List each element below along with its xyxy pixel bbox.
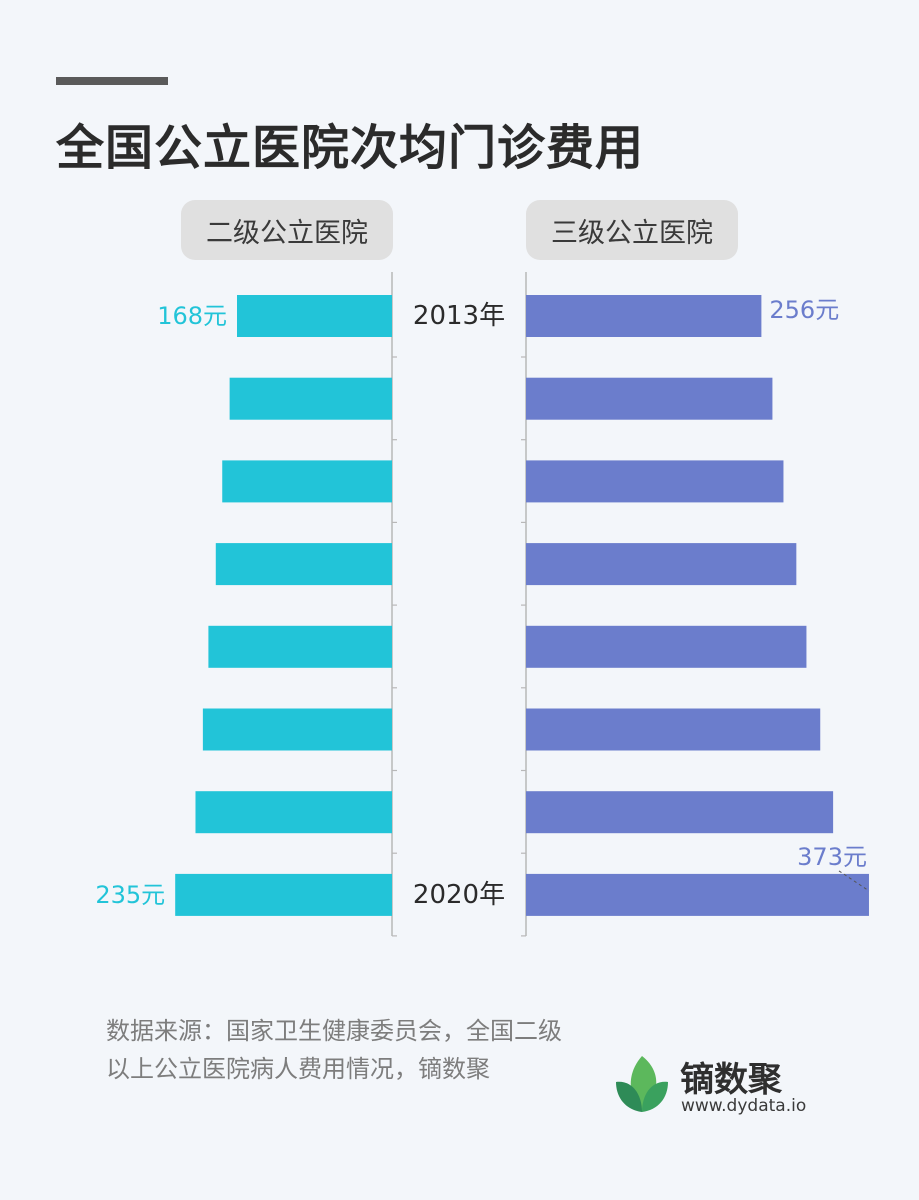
- bar-secondary-2019年: [195, 791, 392, 834]
- bar-secondary-2020年: [175, 873, 392, 916]
- page-title: 全国公立医院次均门诊费用: [56, 120, 645, 176]
- leaf-logo-icon: [616, 1056, 668, 1112]
- bar-secondary-2013年: [237, 295, 392, 337]
- legend-tertiary-hospital: 三级公立医院: [526, 200, 738, 260]
- source-note: 数据来源：国家卫生健康委员会，全国二级以上公立医院病人费用情况，镝数聚: [106, 1017, 562, 1083]
- brand-name: 镝数聚: [680, 1060, 782, 1100]
- accent-bar: [56, 77, 168, 85]
- value-label-secondary-2020年: 235元: [95, 881, 165, 909]
- bar-tertiary-2019年: [526, 791, 834, 834]
- bar-tertiary-2013年: [526, 295, 762, 337]
- year-label-2020年: 2020年: [413, 880, 505, 910]
- bar-tertiary-2016年: [526, 543, 797, 586]
- legend-secondary-hospital: 二级公立医院: [181, 200, 393, 260]
- value-label-tertiary-2020年: 373元: [797, 843, 867, 871]
- bar-tertiary-2017年: [526, 625, 807, 668]
- bar-secondary-2017年: [208, 625, 392, 668]
- bar-secondary-2014年: [229, 377, 392, 420]
- value-label-leader: [838, 870, 870, 892]
- brand-logo: 镝数聚 www.dydata.io: [612, 1050, 832, 1120]
- bar-secondary-2016年: [215, 543, 392, 586]
- bar-secondary-2018年: [202, 708, 392, 751]
- value-label-secondary-2013年: 168元: [157, 302, 227, 330]
- bar-tertiary-2014年: [526, 377, 773, 420]
- butterfly-bar-chart: 168元 256元 2013年 235元 373元 2020年: [95, 272, 870, 937]
- year-label-2013年: 2013年: [413, 301, 505, 331]
- value-label-tertiary-2013年: 256元: [769, 296, 839, 324]
- bar-tertiary-2020年: [526, 873, 869, 916]
- bar-tertiary-2015年: [526, 460, 784, 503]
- bar-tertiary-2018年: [526, 708, 821, 751]
- bar-secondary-2015年: [222, 460, 392, 503]
- brand-url: www.dydata.io: [681, 1096, 807, 1116]
